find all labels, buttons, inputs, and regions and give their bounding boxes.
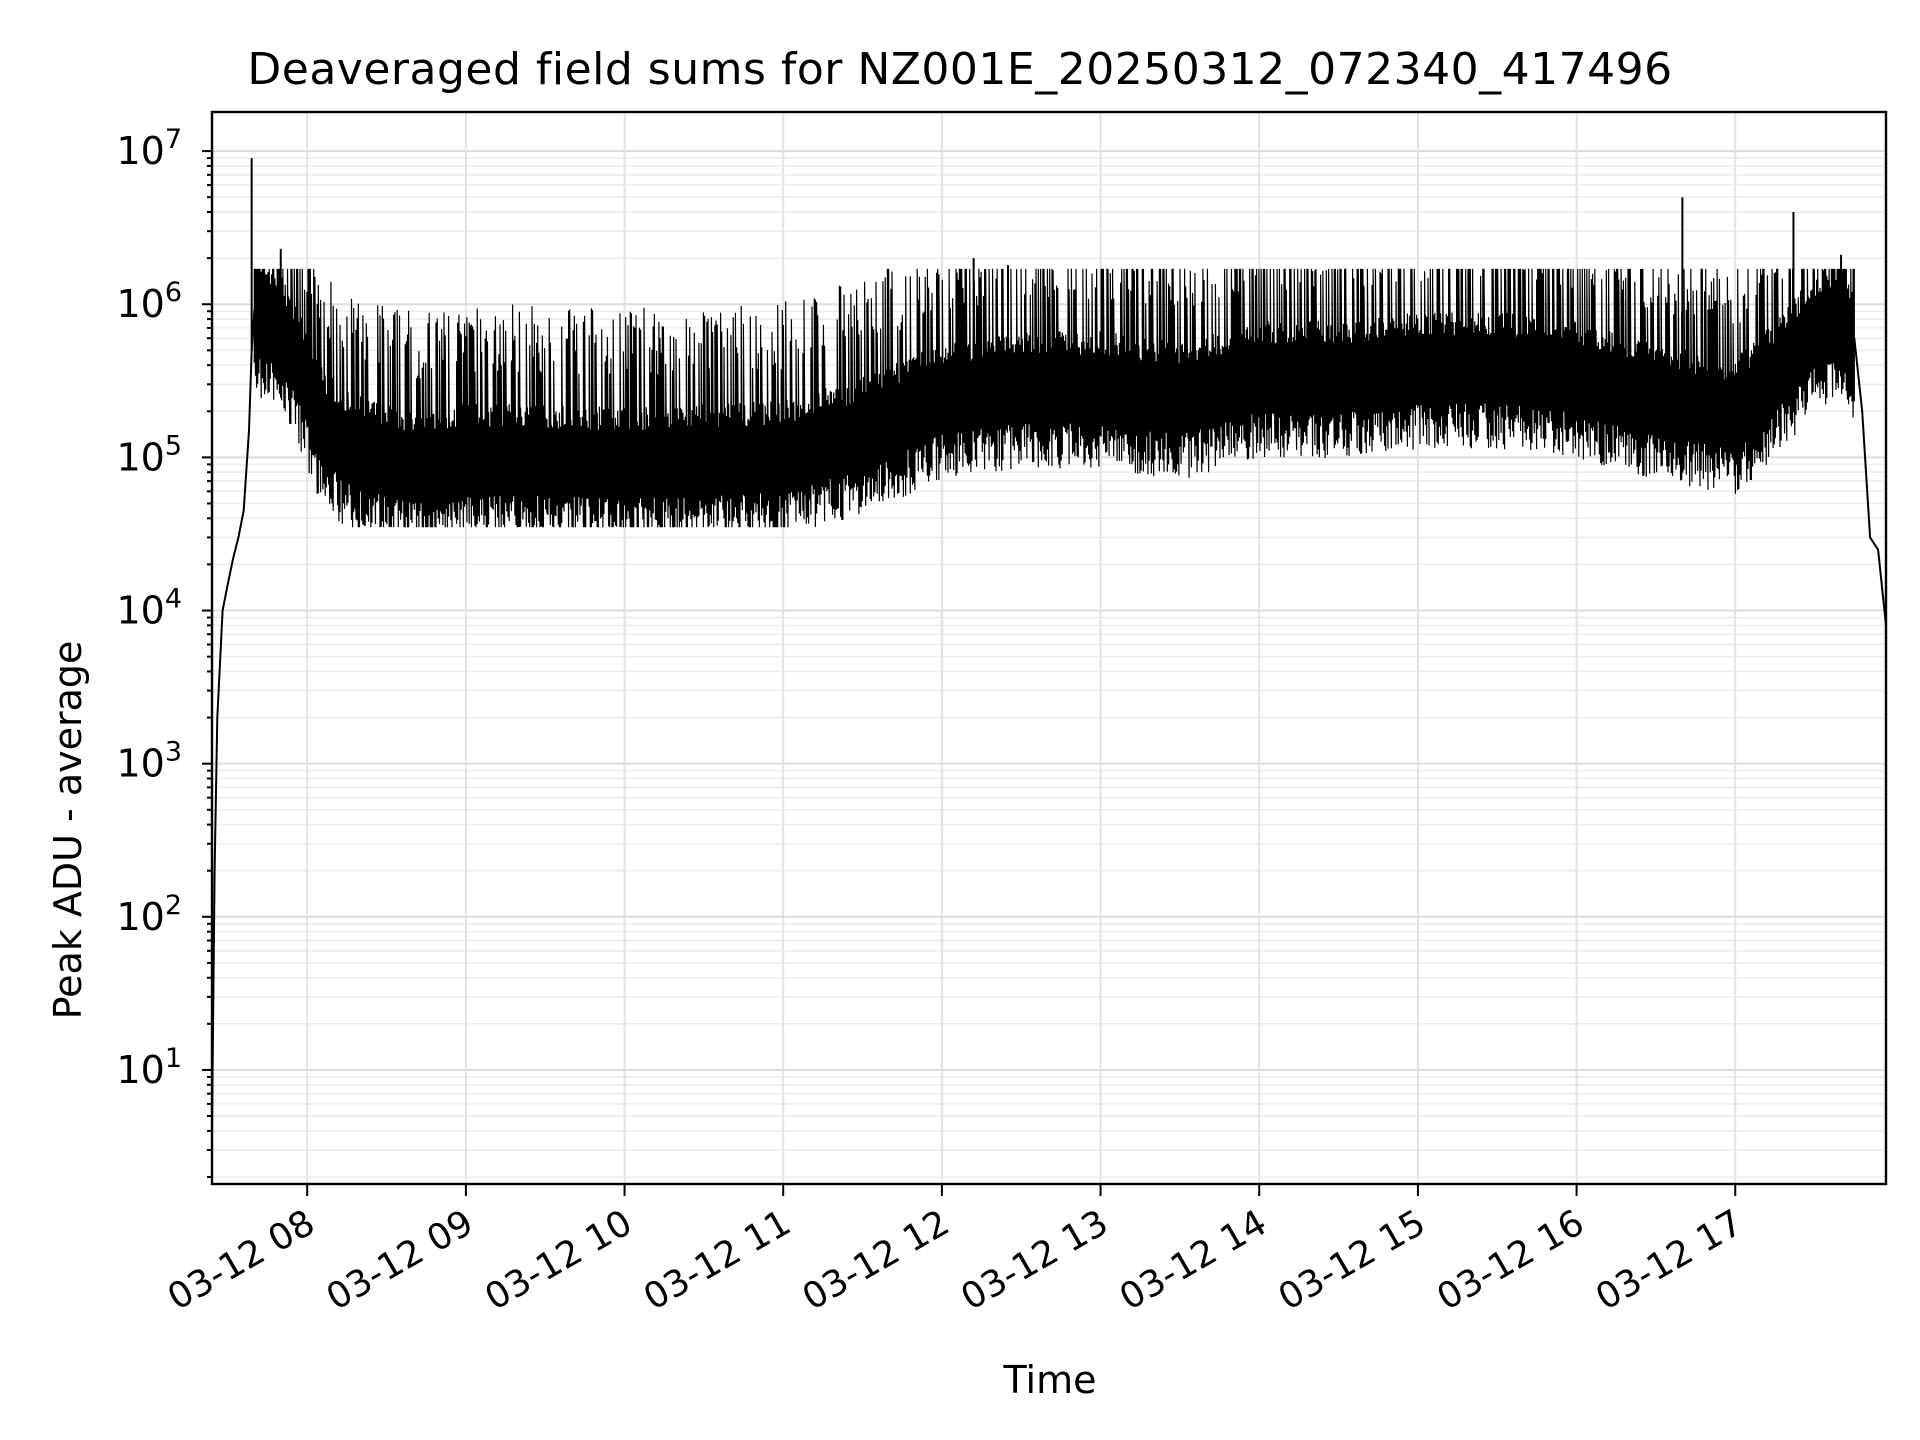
x-tick-label: 03-12 17 — [1589, 1202, 1750, 1318]
x-tick-label: 03-12 13 — [954, 1202, 1115, 1318]
x-tick-label: 03-12 08 — [161, 1202, 322, 1318]
y-tick-label: 102 — [116, 890, 182, 939]
x-tick-label: 03-12 15 — [1272, 1202, 1433, 1318]
y-tick-label: 104 — [116, 584, 182, 633]
x-tick-label: 03-12 10 — [478, 1202, 639, 1318]
x-axis-label: Time — [0, 1358, 1920, 1402]
y-tick-label: 107 — [116, 124, 182, 173]
x-tick-label: 03-12 12 — [796, 1202, 957, 1318]
x-tick-label: 03-12 09 — [320, 1202, 481, 1318]
x-tick-label: 03-12 16 — [1430, 1202, 1591, 1318]
y-axis-label: Peak ADU - average — [46, 641, 90, 1020]
y-tick-label: 105 — [116, 430, 182, 479]
y-tick-label: 101 — [116, 1043, 182, 1092]
series-variability — [254, 269, 1854, 527]
x-tick-label: 03-12 11 — [637, 1202, 798, 1318]
x-tick-label: 03-12 14 — [1113, 1202, 1274, 1318]
y-tick-label: 106 — [116, 277, 182, 326]
y-tick-label: 103 — [116, 737, 182, 786]
